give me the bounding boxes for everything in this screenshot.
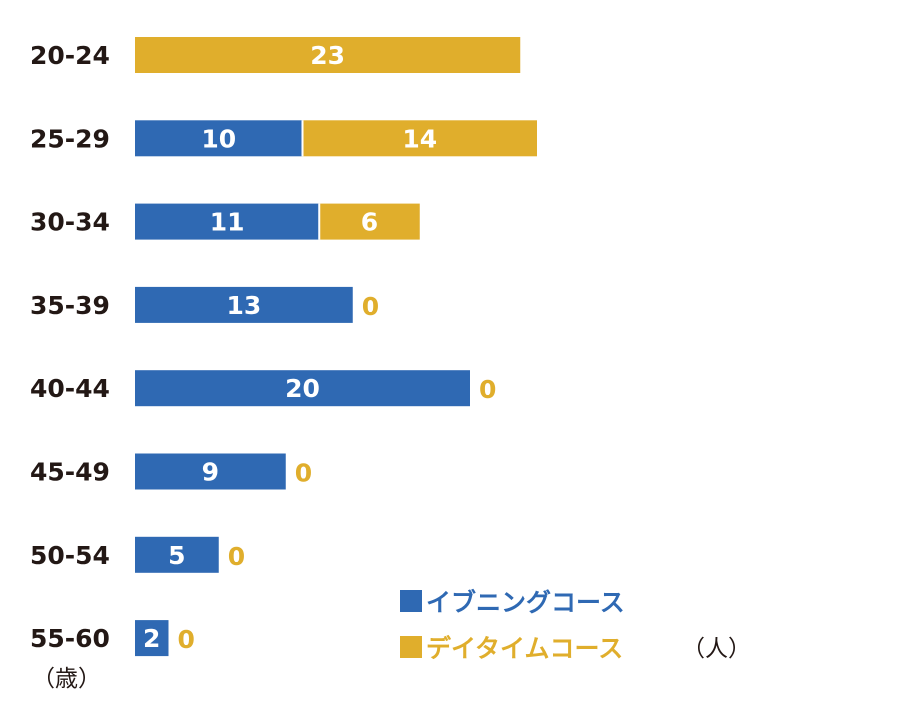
category-label-40-44: 40-44 <box>30 374 110 403</box>
category-label-35-39: 35-39 <box>30 291 110 320</box>
bar-evening-25-29 <box>135 120 303 157</box>
bar-divider-25-29 <box>301 120 304 157</box>
bar-value-daytime-50-54: 0 <box>228 542 245 571</box>
bar-value-evening-40-44: 20 <box>285 374 320 403</box>
bar-evening-30-34 <box>135 203 320 240</box>
category-label-50-54: 50-54 <box>30 541 110 570</box>
category-label-45-49: 45-49 <box>30 458 110 487</box>
bar-evening-50-54 <box>135 536 219 573</box>
category-label-20-24: 20-24 <box>30 41 110 70</box>
bar-value-daytime-45-49: 0 <box>295 459 312 488</box>
y-unit-label: （歳） <box>32 666 101 692</box>
bar-value-daytime-30-34: 6 <box>361 208 378 237</box>
bar-evening-35-39 <box>135 286 353 323</box>
bar-value-daytime-55-60: 0 <box>178 625 195 654</box>
legend-swatch-daytime <box>400 636 422 658</box>
category-labels: 20-24 25-29 30-34 35-39 40-44 45-49 50-54 55-60 <box>30 41 110 653</box>
bar-value-evening-30-34: 11 <box>210 208 245 237</box>
bar-value-evening-35-39: 13 <box>226 291 261 320</box>
bar-value-evening-45-49: 9 <box>202 458 219 487</box>
bars <box>135 37 537 657</box>
legend-label-evening: イブニングコース <box>426 588 625 617</box>
category-label-55-60: 55-60 <box>30 624 110 653</box>
bar-value-daytime-25-29: 14 <box>402 124 437 153</box>
bar-value-daytime-20-24: 23 <box>310 41 345 70</box>
bar-evening-40-44 <box>135 370 470 407</box>
bar-value-daytime-35-39: 0 <box>362 292 379 321</box>
category-label-25-29: 25-29 <box>30 124 110 153</box>
x-unit-label: （人） <box>682 636 751 662</box>
bar-daytime-30-34 <box>319 203 420 240</box>
bar-evening-45-49 <box>135 453 286 490</box>
bar-evening-55-60 <box>135 620 169 657</box>
bar-value-evening-55-60: 2 <box>143 624 160 653</box>
bar-daytime-25-29 <box>302 120 537 157</box>
bar-value-evening-25-29: 10 <box>201 124 236 153</box>
legend-swatch-evening <box>400 590 422 612</box>
bar-divider-30-34 <box>318 203 321 240</box>
legend: イブニングコース デイタイムコース <box>400 588 625 663</box>
legend-label-daytime: デイタイムコース <box>426 634 623 663</box>
bar-value-daytime-40-44: 0 <box>479 375 496 404</box>
bar-value-evening-50-54: 5 <box>168 541 185 570</box>
bar-daytime-20-24 <box>135 37 521 73</box>
category-label-30-34: 30-34 <box>30 208 110 237</box>
